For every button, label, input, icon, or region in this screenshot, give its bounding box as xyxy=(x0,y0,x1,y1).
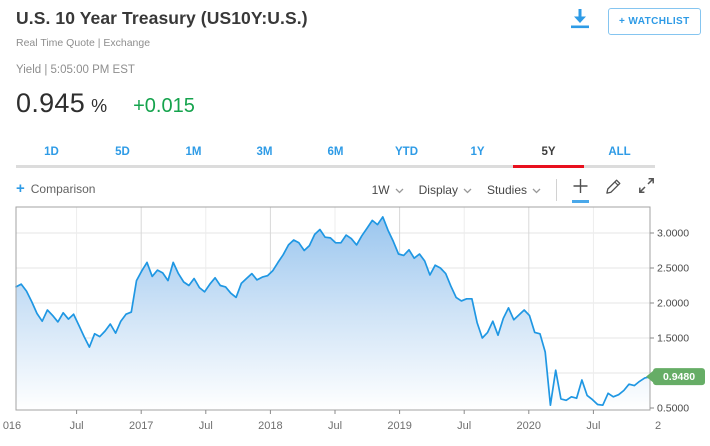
crosshair-icon xyxy=(572,178,589,199)
price-unit: % xyxy=(91,96,108,116)
quote-meta: Yield | 5:05:00 PM EST xyxy=(16,64,135,76)
svg-text:2.0000: 2.0000 xyxy=(657,298,689,310)
tab-5d[interactable]: 5D xyxy=(115,146,130,158)
chart-toolbar: 1W Display Studies xyxy=(372,177,655,204)
svg-text:2018: 2018 xyxy=(258,420,282,432)
tab-1d[interactable]: 1D xyxy=(44,146,59,158)
add-watchlist-button[interactable]: + WATCHLIST xyxy=(608,8,701,35)
draw-tool-button[interactable] xyxy=(604,177,623,204)
expand-arrows-icon xyxy=(638,177,655,199)
chevron-down-icon xyxy=(463,183,472,197)
tab-track xyxy=(16,165,655,168)
svg-text:2020: 2020 xyxy=(517,420,541,432)
plus-icon: + xyxy=(16,180,25,197)
svg-text:016: 016 xyxy=(3,420,21,432)
download-icon xyxy=(567,6,593,37)
tab-1m[interactable]: 1M xyxy=(185,146,202,158)
svg-text:1.5000: 1.5000 xyxy=(657,333,689,345)
quote-source-label: Real Time Quote | Exchange xyxy=(16,37,151,49)
svg-text:2019: 2019 xyxy=(387,420,411,432)
studies-dropdown[interactable]: Studies xyxy=(487,183,541,197)
svg-text:2.5000: 2.5000 xyxy=(657,263,689,275)
svg-text:Jul: Jul xyxy=(457,420,471,432)
download-button[interactable] xyxy=(564,7,596,35)
chevron-down-icon xyxy=(532,183,541,197)
toolbar-divider xyxy=(556,179,557,201)
chevron-down-icon xyxy=(395,183,404,197)
interval-dropdown[interactable]: 1W xyxy=(372,183,404,197)
svg-text:Jul: Jul xyxy=(70,420,84,432)
price-value: 0.945 xyxy=(16,88,86,118)
svg-text:Jul: Jul xyxy=(328,420,342,432)
range-tabs: 1D 5D 1M 3M 6M YTD 1Y 5Y ALL xyxy=(16,144,655,160)
page-title: U.S. 10 Year Treasury (US10Y:U.S.) xyxy=(16,8,308,28)
tab-3m[interactable]: 3M xyxy=(256,146,273,158)
quote-price-row: 0.945 % +0.015 xyxy=(16,88,195,119)
tab-1y[interactable]: 1Y xyxy=(470,146,485,158)
pencil-icon xyxy=(604,177,623,200)
svg-text:2017: 2017 xyxy=(129,420,153,432)
tab-6m[interactable]: 6M xyxy=(327,146,344,158)
svg-text:0.9480: 0.9480 xyxy=(663,371,695,383)
display-dropdown[interactable]: Display xyxy=(419,183,472,197)
comparison-button[interactable]: + Comparison xyxy=(16,180,96,197)
price-change: +0.015 xyxy=(133,95,195,117)
fullscreen-button[interactable] xyxy=(638,177,655,203)
tab-ytd[interactable]: YTD xyxy=(395,146,418,158)
svg-text:3.0000: 3.0000 xyxy=(657,228,689,240)
svg-text:2: 2 xyxy=(655,420,661,432)
active-tab-underline xyxy=(513,165,584,168)
tab-all[interactable]: ALL xyxy=(608,146,631,158)
svg-text:Jul: Jul xyxy=(199,420,213,432)
svg-text:0.5000: 0.5000 xyxy=(657,403,689,415)
svg-text:Jul: Jul xyxy=(586,420,600,432)
crosshair-tool-button[interactable] xyxy=(572,178,589,203)
tab-5y[interactable]: 5Y xyxy=(541,146,556,158)
